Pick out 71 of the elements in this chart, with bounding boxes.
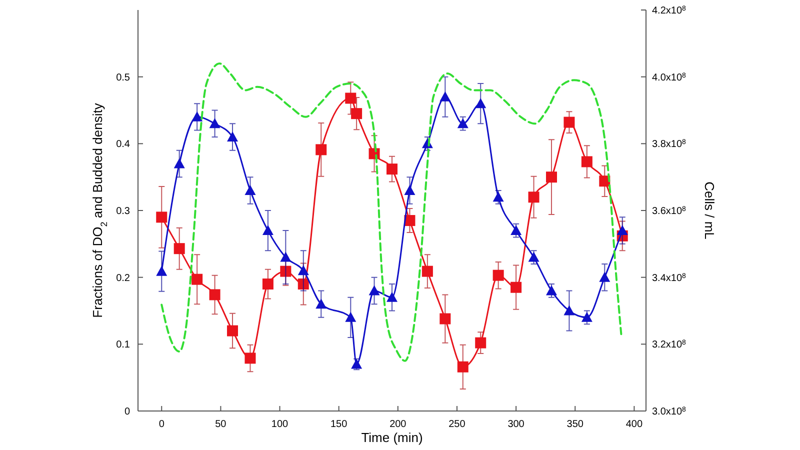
x-tick-label: 200 xyxy=(390,419,407,430)
point xyxy=(316,298,327,309)
point xyxy=(564,116,575,128)
point xyxy=(546,172,557,183)
y-tick-label: 0.3 xyxy=(116,206,130,217)
x-tick-label: 50 xyxy=(215,419,227,430)
y2-axis-title: Cells / mL xyxy=(702,182,717,240)
x-tick-label: 400 xyxy=(626,419,643,430)
point xyxy=(351,108,362,120)
y-tick-label: 0.5 xyxy=(116,72,130,84)
point xyxy=(581,312,592,322)
point xyxy=(599,272,610,282)
y-tick-label: 0.2 xyxy=(116,272,130,284)
x-tick-label: 0 xyxy=(158,419,165,430)
point xyxy=(174,243,185,254)
point xyxy=(156,212,168,223)
point xyxy=(404,184,416,195)
point xyxy=(192,111,203,122)
y2-tick-label: 3.8x10$^{8}$ xyxy=(652,138,686,150)
point xyxy=(475,98,486,108)
point xyxy=(298,265,309,276)
y2-tick-label: 4.0x10$^{8}$ xyxy=(652,72,686,84)
x-tick-label: 150 xyxy=(330,419,348,430)
point xyxy=(440,91,451,102)
point xyxy=(528,252,540,262)
point xyxy=(345,312,356,322)
point xyxy=(581,156,592,168)
y-tick-label: 0.1 xyxy=(116,340,130,351)
point xyxy=(227,325,238,336)
point xyxy=(492,270,504,281)
y2-tick-label: 3.2x10$^{8}$ xyxy=(652,339,686,351)
point xyxy=(280,266,292,277)
point xyxy=(457,118,468,128)
y2-tick-label: 3.6x10$^{8}$ xyxy=(652,206,686,217)
point xyxy=(422,266,433,277)
point xyxy=(316,144,327,156)
point xyxy=(156,266,168,276)
point xyxy=(457,361,468,372)
point xyxy=(492,192,504,202)
point xyxy=(280,252,292,262)
point xyxy=(209,289,220,300)
x-axis-title: Time (min) xyxy=(361,430,423,445)
point xyxy=(227,131,238,142)
point xyxy=(174,158,185,168)
point xyxy=(209,118,220,128)
point xyxy=(528,192,540,203)
point xyxy=(564,305,575,316)
point xyxy=(475,337,486,348)
point xyxy=(244,184,256,195)
y-tick-label: 0.4 xyxy=(116,139,130,150)
point xyxy=(262,278,274,290)
point xyxy=(345,92,356,104)
point xyxy=(386,164,398,175)
x-tick-label: 350 xyxy=(566,419,584,430)
point xyxy=(440,313,451,324)
y2-tick-label: 3.0x10$^{8}$ xyxy=(652,406,686,418)
point xyxy=(616,225,628,236)
x-tick-label: 300 xyxy=(508,419,525,430)
point xyxy=(244,352,256,364)
x-tick-label: 250 xyxy=(448,419,466,430)
point xyxy=(510,282,522,293)
point xyxy=(262,225,274,236)
point xyxy=(192,274,203,285)
point xyxy=(386,292,398,302)
y-tick-label: 0 xyxy=(124,406,130,418)
point xyxy=(510,225,522,236)
point xyxy=(368,285,380,296)
y2-tick-label: 4.2x10$^{8}$ xyxy=(652,5,686,16)
y2-tick-label: 3.4x10$^{8}$ xyxy=(652,272,686,284)
x-tick-label: 100 xyxy=(271,419,289,430)
point xyxy=(546,285,557,296)
